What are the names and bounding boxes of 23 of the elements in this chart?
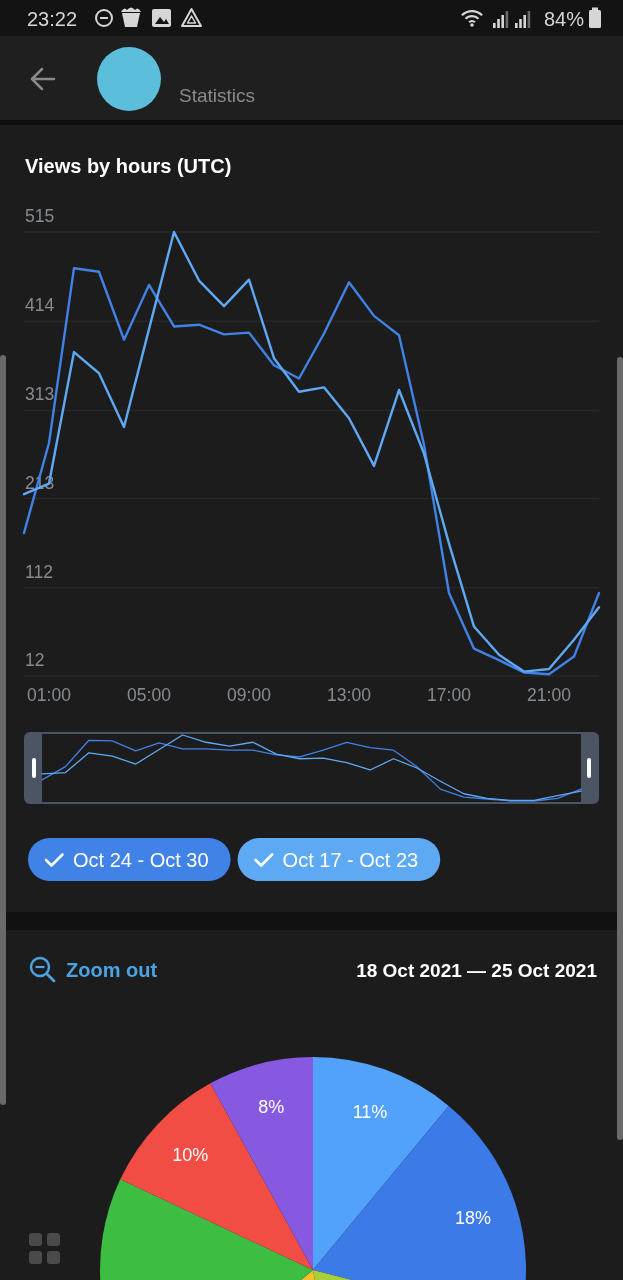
y-tick-label: 414 xyxy=(25,295,55,316)
y-tick-label: 515 xyxy=(25,206,55,226)
text: Oct 17 - Oct 23 xyxy=(282,849,419,871)
x-tick-label: 13:00 xyxy=(327,685,372,705)
data-label: 18% xyxy=(455,1208,492,1228)
data-label: 11% xyxy=(352,1101,388,1122)
text: Statistics xyxy=(179,85,256,106)
y-tick-label: 12 xyxy=(25,650,45,670)
text: Oct 24 - Oct 30 xyxy=(73,849,209,871)
y-tick-label: 313 xyxy=(25,384,55,405)
x-tick-label: 09:00 xyxy=(227,685,272,705)
data-label: 10% xyxy=(172,1144,209,1165)
chart-subtitle: 18 Oct 2021 — 25 Oct 2021 xyxy=(356,960,598,981)
x-tick-label: 21:00 xyxy=(527,685,572,705)
data-label: 8% xyxy=(258,1097,285,1118)
y-tick-label: 112 xyxy=(25,561,53,582)
chart-title: Views by hours (UTC) xyxy=(25,155,232,177)
x-tick-label: 17:00 xyxy=(427,685,472,705)
text: Zoom out xyxy=(66,959,158,981)
x-tick-label: 05:00 xyxy=(127,685,172,705)
text: 23:22 xyxy=(27,8,78,30)
x-tick-label: 01:00 xyxy=(27,685,72,705)
text: 84% xyxy=(543,8,585,30)
